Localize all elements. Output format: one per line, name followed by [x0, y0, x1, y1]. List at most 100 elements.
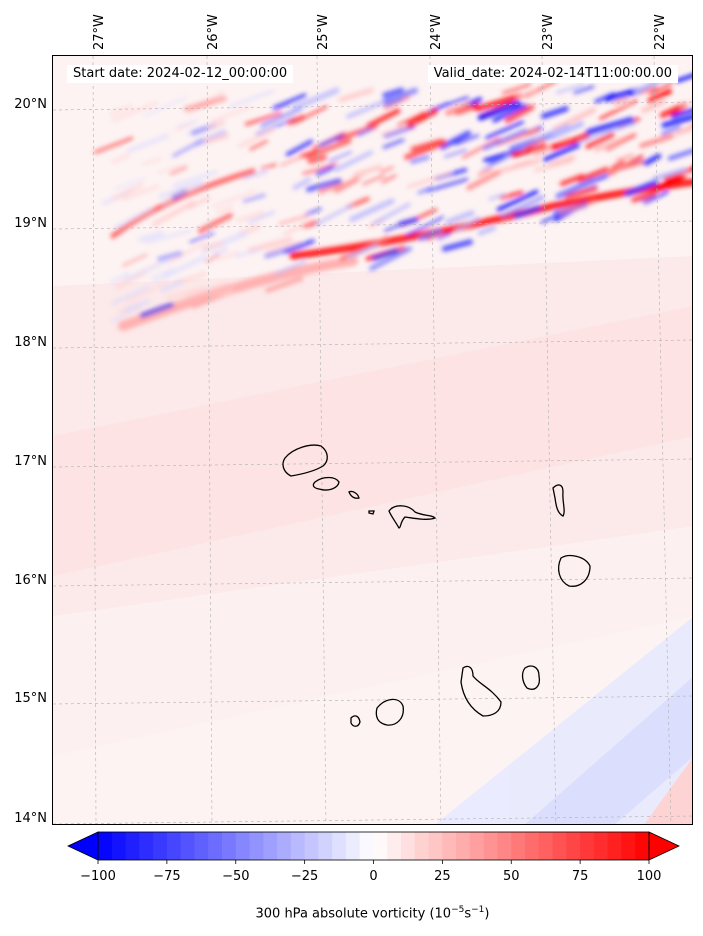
vorticity-streak	[652, 167, 687, 181]
meridian-line	[541, 56, 557, 824]
vorticity-streak	[279, 155, 303, 167]
vorticity-streak	[549, 121, 585, 140]
vorticity-streak	[477, 100, 522, 121]
vorticity-streak	[145, 229, 193, 244]
vorticity-streak	[417, 186, 434, 195]
vorticity-streak	[192, 295, 221, 309]
cb-tick-neg75: −75	[153, 869, 181, 884]
vorticity-streak	[605, 87, 642, 102]
vorticity-streak	[563, 186, 598, 199]
vorticity-streak	[425, 178, 469, 193]
vorticity-streak	[542, 142, 581, 163]
vorticity-streak	[406, 108, 439, 128]
vorticity-streak	[165, 286, 206, 301]
vorticity-streak	[631, 191, 655, 203]
vorticity-streak	[197, 212, 234, 234]
vorticity-streak	[661, 114, 692, 128]
vorticity-streak	[509, 132, 555, 152]
parallel-line	[53, 220, 692, 230]
island-santa-luzia	[348, 490, 360, 499]
vorticity-streak	[142, 157, 163, 166]
island-boa-vista	[558, 555, 591, 587]
meridian-line	[316, 56, 327, 824]
vorticity-streak	[362, 174, 386, 185]
vorticity-streak	[552, 107, 597, 132]
vorticity-streak	[488, 154, 506, 166]
vorticity-streak	[559, 173, 585, 187]
colorbar-cell	[401, 832, 416, 860]
lat-label-20n: 20°N	[14, 97, 47, 112]
vorticity-streak	[606, 159, 647, 174]
vorticity-streak	[585, 116, 634, 135]
vorticity-streak	[454, 134, 480, 146]
colorbar-cell	[580, 832, 595, 860]
vorticity-streak	[169, 165, 188, 176]
cb-tick-neg100: −100	[80, 869, 116, 884]
vorticity-streak	[555, 83, 585, 94]
vorticity-streak	[346, 243, 379, 259]
graticule	[53, 56, 692, 824]
vorticity-streak	[260, 163, 277, 170]
vorticity-streak	[237, 127, 275, 149]
cb-tick-25: 25	[434, 869, 451, 884]
vorticity-streak	[122, 253, 148, 267]
colorbar-cell	[332, 832, 347, 860]
vorticity-streak	[330, 173, 365, 193]
cb-label-main: 300 hPa absolute vorticity (10	[255, 906, 452, 922]
vorticity-streak	[605, 133, 637, 151]
vorticity-streak	[525, 138, 546, 149]
vorticity-streak	[671, 108, 692, 119]
vorticity-streak	[535, 123, 570, 141]
vorticity-streak	[404, 139, 448, 160]
colorbar-cell	[538, 832, 554, 860]
colorbar-cell	[139, 832, 154, 860]
vorticity-streak	[577, 129, 612, 144]
vorticity-streak	[397, 111, 427, 127]
vorticity-streak	[283, 239, 315, 254]
vorticity-streak	[585, 132, 615, 149]
colorbar-cell	[635, 832, 650, 860]
vorticity-streak	[504, 104, 535, 124]
island-islet	[368, 510, 375, 515]
vorticity-streak	[406, 171, 452, 189]
vorticity-streak	[93, 136, 134, 154]
vorticity-streak	[139, 302, 174, 318]
colorbar-extend-low	[67, 831, 99, 861]
vorticity-streak	[492, 103, 528, 123]
lon-label-24w: 24°W	[429, 14, 444, 50]
vorticity-streak	[348, 198, 395, 223]
vorticity-streak	[418, 228, 443, 242]
vorticity-streak	[334, 150, 374, 172]
cb-tick-50: 50	[503, 869, 520, 884]
vorticity-streak	[648, 81, 673, 96]
vorticity-streak	[445, 102, 471, 116]
vorticity-streak	[265, 276, 304, 293]
colorbar-cell	[98, 832, 113, 860]
vorticity-streak	[540, 106, 569, 119]
vorticity-streak	[210, 105, 252, 123]
vorticity-streak	[305, 178, 342, 192]
vorticity-streak	[152, 200, 196, 227]
vorticity-streak	[115, 271, 147, 290]
vorticity-streak	[466, 169, 502, 191]
vorticity-streak	[555, 177, 596, 199]
colorbar-cell	[290, 832, 306, 860]
vorticity-streak	[485, 120, 524, 140]
vorticity-streak	[502, 83, 532, 95]
colorbar-cell	[166, 832, 182, 860]
vorticity-streak	[328, 150, 353, 163]
vorticity-streak	[184, 280, 230, 298]
cb-tick-neg50: −50	[222, 869, 250, 884]
vorticity-streak	[315, 165, 335, 177]
vorticity-streak	[235, 248, 262, 258]
vorticity-streak	[274, 259, 307, 276]
vorticity-streak	[353, 164, 383, 178]
colorbar	[67, 831, 680, 864]
vorticity-streak	[431, 96, 469, 112]
vorticity-streak	[111, 153, 131, 164]
colorbar-cell	[304, 832, 320, 860]
vorticity-streak	[383, 125, 416, 138]
vorticity-streak	[441, 239, 473, 252]
parallel-line	[53, 339, 692, 349]
vorticity-streak	[674, 126, 692, 136]
